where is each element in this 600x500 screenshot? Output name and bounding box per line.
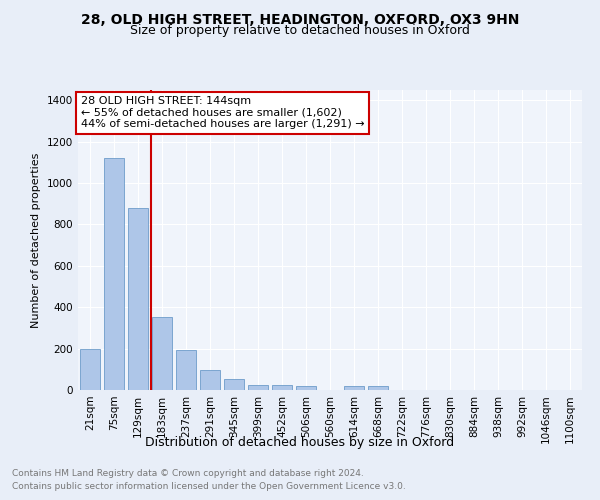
Text: Distribution of detached houses by size in Oxford: Distribution of detached houses by size … [145, 436, 455, 449]
Bar [104, 158, 124, 390]
Text: 28 OLD HIGH STREET: 144sqm
← 55% of detached houses are smaller (1,602)
44% of s: 28 OLD HIGH STREET: 144sqm ← 55% of deta… [80, 96, 364, 129]
Bar [344, 386, 364, 390]
Bar [128, 208, 148, 390]
Bar [296, 386, 316, 390]
Text: Contains HM Land Registry data © Crown copyright and database right 2024.: Contains HM Land Registry data © Crown c… [12, 468, 364, 477]
Text: 28, OLD HIGH STREET, HEADINGTON, OXFORD, OX3 9HN: 28, OLD HIGH STREET, HEADINGTON, OXFORD,… [81, 12, 519, 26]
Bar [80, 349, 100, 390]
Bar [368, 386, 388, 390]
Text: Contains public sector information licensed under the Open Government Licence v3: Contains public sector information licen… [12, 482, 406, 491]
Bar [200, 370, 220, 390]
Bar [176, 350, 196, 390]
Bar [224, 378, 244, 390]
Bar [152, 317, 172, 390]
Bar [272, 386, 292, 390]
Text: Size of property relative to detached houses in Oxford: Size of property relative to detached ho… [130, 24, 470, 37]
Bar [248, 385, 268, 390]
Y-axis label: Number of detached properties: Number of detached properties [31, 152, 41, 328]
